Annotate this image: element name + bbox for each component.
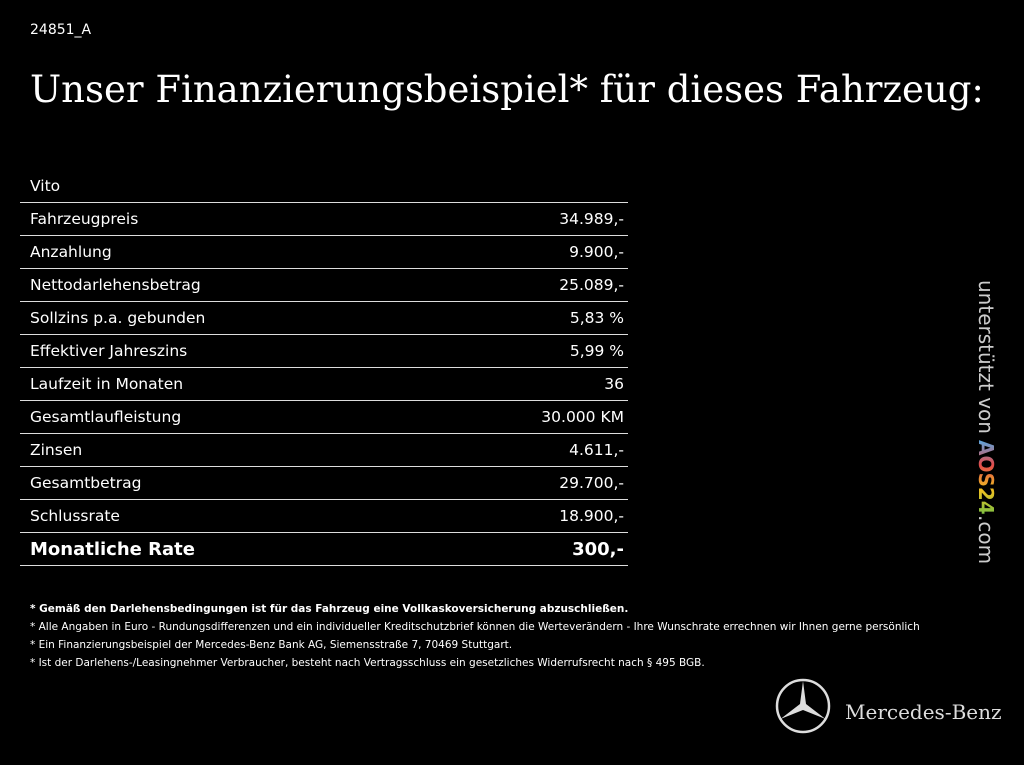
table-row: Gesamtbetrag 29.700,- — [20, 467, 628, 500]
row-label: Nettodarlehensbetrag — [30, 276, 201, 294]
row-value: 4.611,- — [569, 441, 624, 459]
row-value: 25.089,- — [559, 276, 624, 294]
row-label: Fahrzeugpreis — [30, 210, 139, 228]
row-label: Anzahlung — [30, 243, 112, 261]
table-row: Laufzeit in Monaten 36 — [20, 368, 628, 401]
brand: Mercedes-Benz — [845, 700, 1002, 724]
row-value: 9.900,- — [569, 243, 624, 261]
ad-id: 24851_A — [30, 22, 92, 38]
total-label: Monatliche Rate — [30, 538, 195, 560]
row-value: 34.989,- — [559, 210, 624, 228]
side-credit: unterstützt von AOS24.com — [974, 280, 998, 564]
credit-suffix: .com — [974, 515, 998, 565]
row-label: Schlussrate — [30, 507, 120, 525]
table-row: Fahrzeugpreis 34.989,- — [20, 203, 628, 236]
table-row: Schlussrate 18.900,- — [20, 500, 628, 533]
row-value: 30.000 KM — [541, 408, 624, 426]
table-row: Zinsen 4.611,- — [20, 434, 628, 467]
table-row: Sollzins p.a. gebunden 5,83 % — [20, 302, 628, 335]
credit-brand: AOS24 — [974, 440, 998, 516]
table-row: Gesamtlaufleistung 30.000 KM — [20, 401, 628, 434]
total-value: 300,- — [572, 538, 624, 560]
row-value: 36 — [604, 375, 624, 393]
footnote: * Ein Finanzierungsbeispiel der Mercedes… — [30, 639, 513, 651]
mercedes-star — [775, 678, 831, 734]
finance-table: Vito Fahrzeugpreis 34.989,- Anzahlung 9.900… — [20, 170, 628, 566]
row-label: Zinsen — [30, 441, 83, 459]
model-row: Vito — [20, 170, 628, 203]
row-label: Gesamtlaufleistung — [30, 408, 182, 426]
row-label: Laufzeit in Monaten — [30, 375, 184, 393]
row-value: 5,83 % — [569, 309, 624, 327]
table-row: Nettodarlehensbetrag 25.089,- — [20, 269, 628, 302]
model: Vito — [30, 177, 61, 195]
row-value: 29.700,- — [559, 474, 624, 492]
credit-prefix: unterstützt von — [974, 280, 998, 434]
row-label: Gesamtbetrag — [30, 474, 142, 492]
footnotes: * Gemäß den Darlehensbedingungen ist für… — [30, 600, 920, 672]
row-label: Effektiver Jahreszins — [30, 342, 188, 360]
footnote: * Gemäß den Darlehensbedingungen ist für… — [30, 603, 629, 615]
row-value: 5,99 % — [569, 342, 624, 360]
total-row: Monatliche Rate 300,- — [20, 533, 628, 566]
title: Unser Finanzierungsbeispiel* für dieses … — [30, 68, 984, 111]
row-value: 18.900,- — [559, 507, 624, 525]
row-label: Sollzins p.a. gebunden — [30, 309, 206, 327]
table-row: Anzahlung 9.900,- — [20, 236, 628, 269]
table-row: Effektiver Jahreszins 5,99 % — [20, 335, 628, 368]
footnote: * Ist der Darlehens-/Leasingnehmer Verbr… — [30, 657, 705, 669]
footnote: * Alle Angaben in Euro - Rundungsdiffere… — [30, 621, 920, 633]
